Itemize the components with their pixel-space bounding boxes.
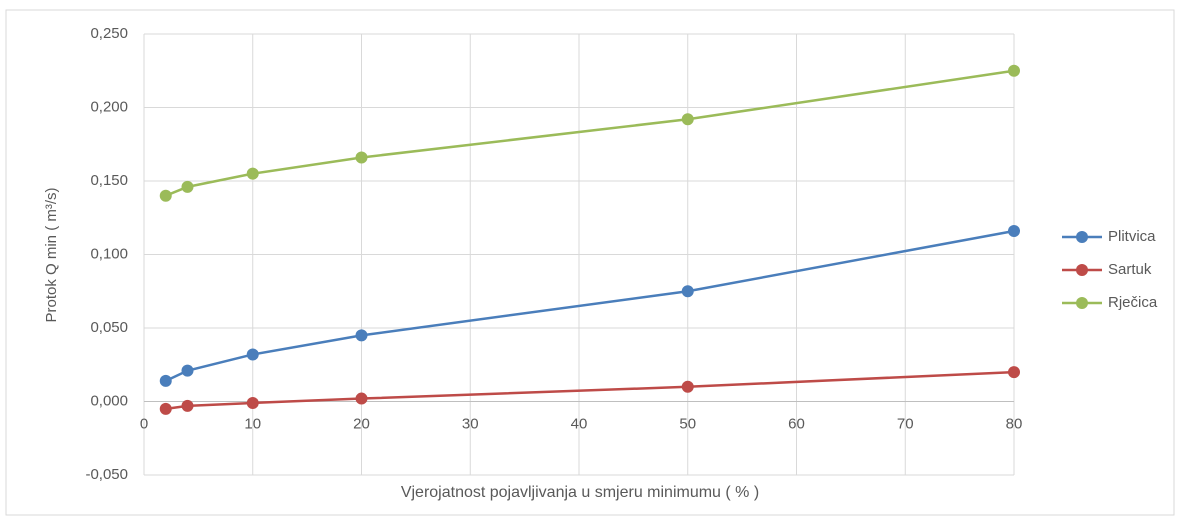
data-point [181, 399, 194, 412]
legend-marker [1076, 264, 1088, 276]
data-point [1008, 64, 1020, 77]
legend-label: Plitvica [1108, 228, 1156, 245]
data-point [181, 180, 194, 193]
y-tick-label: 0,250 [90, 25, 128, 42]
legend-marker [1076, 297, 1088, 309]
data-point [1008, 224, 1020, 237]
x-tick-label: 0 [140, 415, 148, 432]
legend-label: Rječica [1108, 294, 1158, 311]
x-tick-label: 80 [1006, 415, 1023, 432]
data-point [1008, 366, 1020, 379]
data-point [181, 364, 194, 377]
data-point [355, 329, 368, 342]
chart-border [5, 9, 1175, 516]
data-point [246, 396, 259, 409]
data-point [681, 113, 694, 126]
data-point [681, 285, 694, 298]
y-axis-label: Protok Q min ( m³/s) [43, 187, 60, 322]
y-tick-label: 0,050 [90, 319, 128, 336]
data-point [246, 348, 259, 361]
x-tick-label: 40 [571, 415, 588, 432]
data-point [159, 374, 172, 387]
x-tick-label: 20 [353, 415, 370, 432]
data-point [159, 402, 172, 415]
x-tick-label: 70 [897, 415, 914, 432]
data-point [681, 380, 694, 393]
y-tick-label: -0,050 [85, 466, 128, 483]
x-tick-label: 30 [462, 415, 479, 432]
data-point [355, 151, 368, 164]
x-axis-label: Vjerojatnost pojavljivanja u smjeru mini… [401, 484, 759, 501]
x-tick-label: 10 [244, 415, 261, 432]
x-tick-label: 50 [679, 415, 696, 432]
legend-label: Sartuk [1108, 261, 1152, 278]
y-tick-label: 0,150 [90, 172, 128, 189]
data-point [159, 189, 172, 202]
y-tick-label: 0,000 [90, 392, 128, 409]
y-tick-label: 0,200 [90, 98, 128, 115]
x-tick-label: 60 [788, 415, 805, 432]
legend-marker [1076, 231, 1088, 243]
data-point [355, 392, 368, 405]
data-point [246, 167, 259, 180]
y-tick-label: 0,100 [90, 245, 128, 262]
